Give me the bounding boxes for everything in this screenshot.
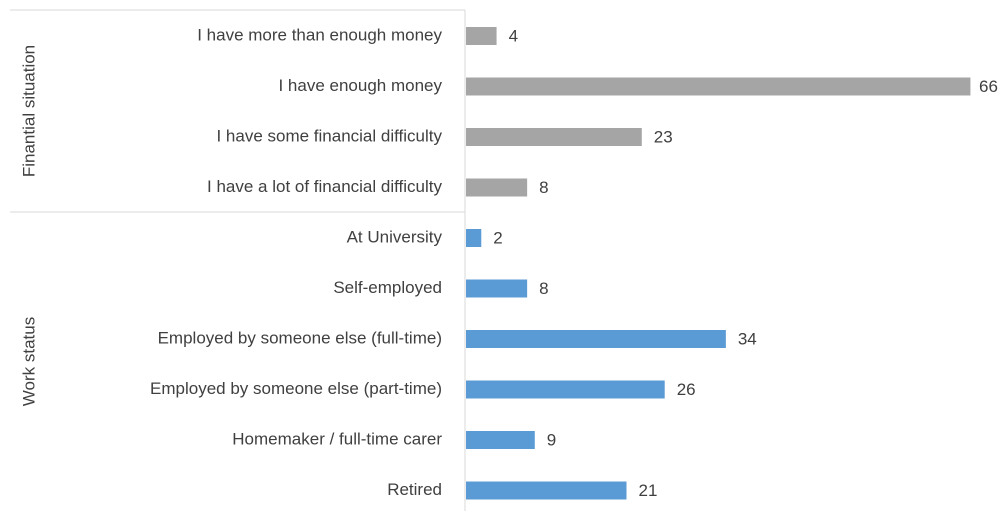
category-label: At University (347, 227, 443, 246)
value-label: 4 (509, 26, 518, 45)
value-label: 8 (539, 279, 548, 298)
bar (466, 380, 665, 399)
category-label: Employed by someone else (part-time) (150, 379, 442, 398)
value-label: 8 (539, 178, 548, 197)
value-label: 23 (654, 127, 673, 146)
bar (466, 27, 497, 45)
category-label: I have enough money (278, 76, 442, 95)
bar (466, 178, 528, 197)
category-label: Retired (387, 480, 442, 499)
value-label: 66 (979, 77, 998, 96)
bar (466, 77, 971, 96)
category-label: Employed by someone else (full-time) (158, 328, 442, 347)
bar (466, 431, 535, 449)
value-label: 2 (493, 228, 502, 247)
value-label: 26 (677, 380, 696, 399)
category-label: Self-employed (333, 278, 442, 297)
value-label: 21 (639, 481, 658, 500)
bar (466, 481, 627, 500)
group-label: Work status (19, 317, 38, 406)
category-label: I have some financial difficulty (216, 126, 442, 145)
category-label: I have more than enough money (197, 25, 442, 44)
bar (466, 128, 642, 146)
value-label: 9 (547, 430, 556, 449)
group-label: Finantial situation (19, 45, 38, 177)
bar (466, 279, 528, 298)
category-label: I have a lot of financial difficulty (207, 177, 442, 196)
value-label: 34 (738, 329, 757, 348)
category-label: Homemaker / full-time carer (232, 429, 442, 448)
bar (466, 330, 726, 348)
bar (466, 229, 482, 247)
